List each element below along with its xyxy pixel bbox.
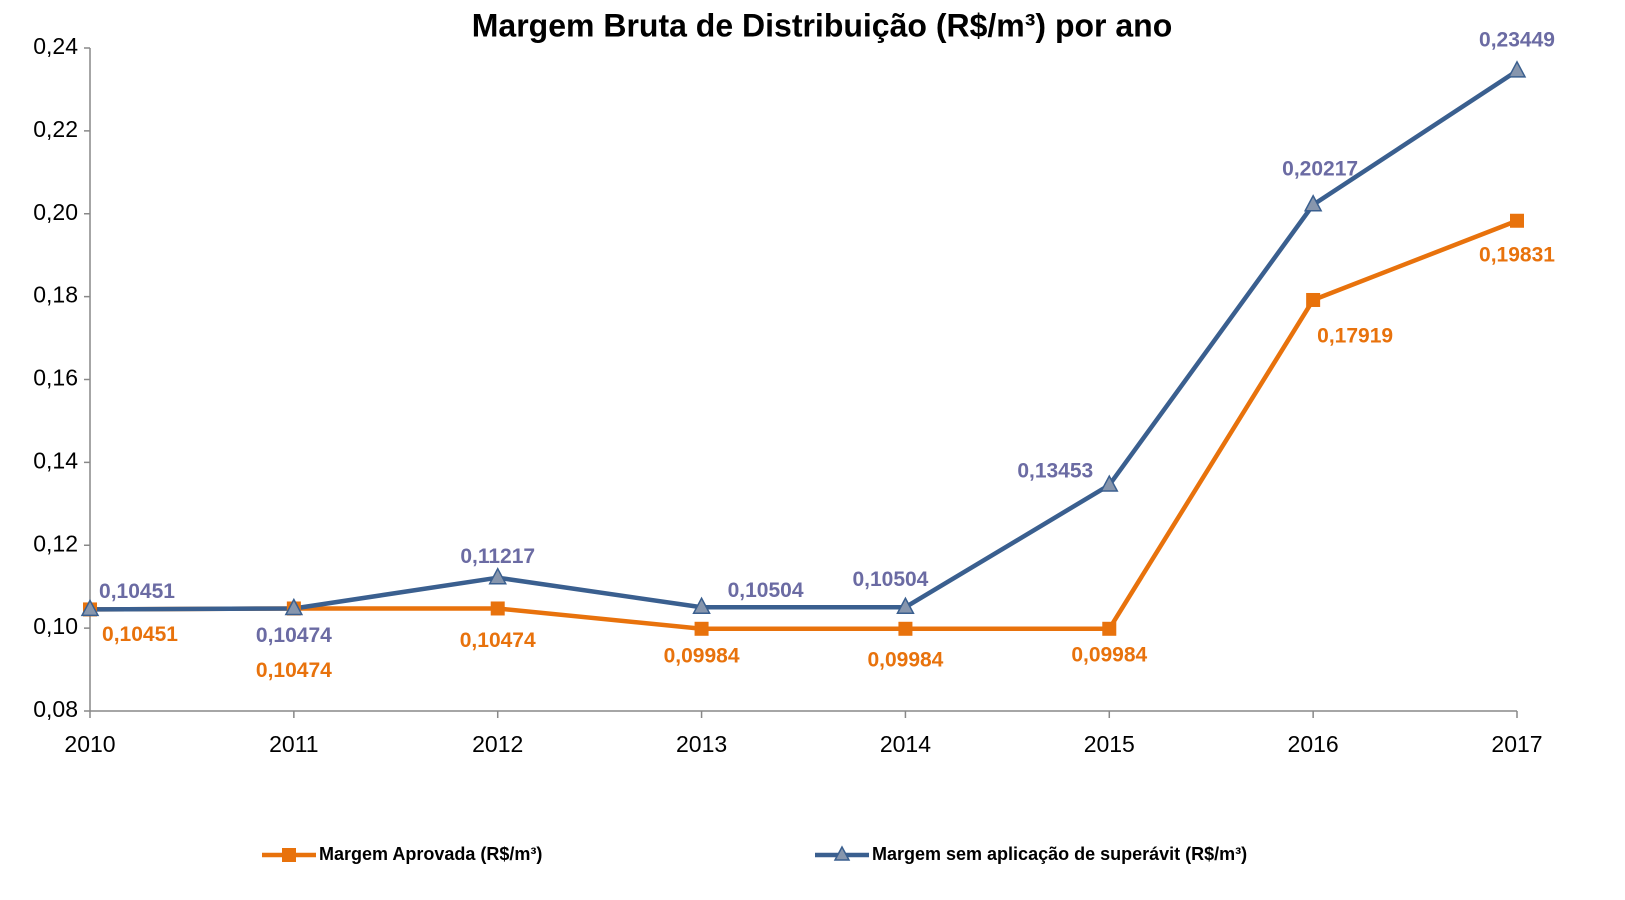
series-line [89, 218, 1518, 632]
data-label: 0,09984 [664, 644, 740, 667]
y-tick-label: 0,24 [33, 33, 78, 59]
data-label: 0,09984 [1071, 643, 1147, 666]
data-label: 0,17919 [1317, 325, 1393, 348]
legend-marker [833, 845, 851, 861]
y-tick-label: 0,22 [33, 116, 78, 142]
y-tick-label: 0,10 [33, 613, 78, 639]
data-label: 0,11217 [460, 545, 535, 568]
marker [1102, 621, 1117, 636]
x-tick-label: 2012 [472, 731, 523, 757]
x-tick-label: 2017 [1491, 731, 1542, 757]
data-label: 0,10474 [256, 659, 332, 682]
legend-label: Margem Aprovada (R$/m³) [319, 844, 542, 864]
x-tick-label: 2011 [269, 731, 318, 757]
marker [490, 601, 505, 616]
y-tick-label: 0,20 [33, 199, 78, 225]
marker [1510, 213, 1524, 228]
data-label: 0,10474 [460, 629, 536, 652]
marker [694, 621, 709, 636]
y-tick-label: 0,08 [33, 696, 78, 722]
y-tick-label: 0,18 [33, 282, 78, 308]
data-label: 0,09984 [867, 648, 943, 671]
chart-title: Margem Bruta de Distribuição (R$/m³) por… [472, 7, 1173, 43]
y-tick-label: 0,12 [33, 530, 78, 556]
marker [1507, 60, 1527, 78]
x-tick-label: 2013 [676, 731, 727, 757]
legend-label: Margem sem aplicação de superávit (R$/m³… [872, 844, 1247, 864]
marker [1306, 292, 1321, 307]
y-tick-label: 0,16 [33, 365, 78, 391]
marker [1100, 474, 1119, 492]
marker [488, 567, 507, 585]
marker [1303, 194, 1323, 212]
data-label: 0,20217 [1282, 157, 1358, 180]
y-tick-label: 0,14 [33, 447, 78, 473]
marker [80, 598, 100, 617]
x-tick-label: 2016 [1288, 731, 1339, 757]
data-label: 0,10451 [102, 623, 178, 646]
x-tick-label: 2010 [64, 731, 115, 757]
data-label: 0,10474 [256, 624, 332, 647]
data-label: 0,13453 [1017, 460, 1093, 483]
x-tick-label: 2014 [880, 731, 931, 757]
data-label: 0,23449 [1479, 28, 1555, 51]
data-label: 0,10451 [99, 580, 175, 603]
legend-marker [282, 848, 296, 862]
marker [896, 596, 915, 614]
marker [692, 596, 711, 614]
data-label: 0,10504 [852, 568, 928, 591]
marker [898, 621, 913, 636]
data-label: 0,10504 [728, 579, 804, 602]
marker [284, 597, 304, 616]
data-label: 0,19831 [1479, 243, 1555, 266]
x-tick-label: 2015 [1084, 731, 1135, 757]
series-line [89, 68, 1519, 612]
